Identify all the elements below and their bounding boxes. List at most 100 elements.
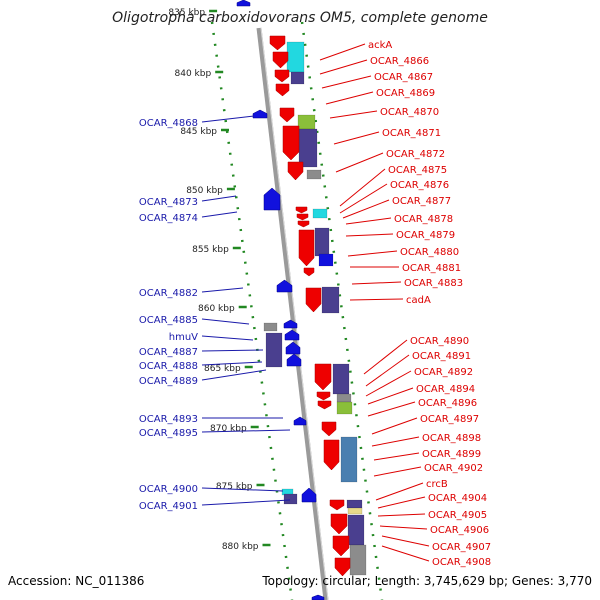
right-gene-label: OCAR_4906 bbox=[430, 525, 489, 536]
plus-strand-gene bbox=[275, 83, 290, 97]
orf-block bbox=[318, 253, 334, 267]
right-gene-label: OCAR_4904 bbox=[428, 493, 487, 504]
plus-strand-gene bbox=[317, 400, 332, 410]
right-leader-line bbox=[367, 387, 414, 405]
right-leader-line bbox=[335, 152, 384, 173]
right-leader-line bbox=[347, 250, 398, 257]
minus-strand-gene bbox=[293, 416, 307, 426]
right-gene-label: OCAR_4871 bbox=[382, 128, 441, 139]
left-gene-label: OCAR_4874 bbox=[139, 213, 198, 224]
left-leader-line bbox=[201, 349, 264, 352]
left-gene-label: OCAR_4900 bbox=[139, 484, 198, 495]
left-leader-line bbox=[201, 115, 255, 123]
genome-backbone-highlight bbox=[260, 27, 329, 600]
right-gene-label: OCAR_4902 bbox=[424, 463, 483, 474]
left-gene-label: OCAR_4873 bbox=[139, 197, 198, 208]
scale-tick-label: 880 kbp bbox=[222, 542, 259, 552]
left-gene-label: OCAR_4868 bbox=[139, 118, 198, 129]
scale-tick-label: 850 kbp bbox=[186, 186, 223, 196]
scale-tick-label: 865 kbp bbox=[204, 364, 241, 374]
right-leader-line bbox=[349, 298, 404, 301]
right-leader-line bbox=[377, 513, 426, 517]
right-gene-label: OCAR_4880 bbox=[400, 247, 459, 258]
orf-block bbox=[349, 544, 367, 576]
orf-block bbox=[290, 71, 305, 85]
right-gene-label: OCAR_4908 bbox=[432, 557, 491, 568]
right-leader-line bbox=[329, 110, 378, 119]
orf-block bbox=[314, 227, 330, 257]
right-leader-line bbox=[321, 75, 372, 89]
right-gene-label: OCAR_4877 bbox=[392, 196, 451, 207]
orf-block bbox=[347, 507, 363, 515]
minus-strand-gene bbox=[311, 594, 325, 600]
left-leader-line bbox=[201, 318, 250, 325]
minus-strand-gene bbox=[285, 341, 301, 355]
orf-block bbox=[312, 208, 328, 219]
left-gene-label: OCAR_4889 bbox=[139, 376, 198, 387]
plus-strand-gene bbox=[274, 69, 290, 83]
right-gene-label: OCAR_4881 bbox=[402, 263, 461, 274]
minus-strand-gene bbox=[263, 187, 281, 211]
right-leader-line bbox=[345, 217, 392, 225]
orf-block bbox=[340, 436, 358, 483]
plus-strand-gene bbox=[272, 51, 289, 69]
scale-tick-label: 845 kbp bbox=[180, 127, 217, 137]
right-leader-line bbox=[381, 535, 430, 547]
left-gene-label: OCAR_4887 bbox=[139, 347, 198, 358]
right-leader-line bbox=[375, 482, 424, 501]
left-leader-line bbox=[201, 499, 291, 506]
left-leader-line bbox=[201, 335, 254, 341]
right-leader-line bbox=[381, 545, 430, 562]
scale-tick-label: 835 kbp bbox=[168, 8, 205, 18]
right-leader-line bbox=[339, 183, 388, 214]
plus-strand-gene bbox=[303, 267, 315, 277]
left-leader-line bbox=[201, 195, 237, 202]
plus-strand-gene bbox=[323, 439, 340, 471]
plus-strand-gene bbox=[316, 391, 331, 401]
genome-backbone bbox=[256, 27, 329, 600]
orf-block bbox=[263, 322, 278, 332]
plus-strand-gene bbox=[296, 213, 309, 221]
right-gene-label: OCAR_4879 bbox=[396, 230, 455, 241]
orf-block bbox=[286, 41, 305, 73]
right-gene-label: OCAR_4894 bbox=[416, 384, 475, 395]
left-gene-label: hmuV bbox=[169, 332, 198, 343]
right-gene-label: OCAR_4898 bbox=[422, 433, 481, 444]
right-gene-label: OCAR_4905 bbox=[428, 510, 487, 521]
orf-block bbox=[346, 499, 363, 509]
right-leader-line bbox=[339, 168, 386, 207]
right-leader-line bbox=[367, 401, 416, 417]
genome-summary-text: Topology: circular; Length: 3,745,629 bp… bbox=[262, 574, 592, 588]
right-leader-line bbox=[373, 466, 422, 477]
right-gene-label: OCAR_4899 bbox=[422, 449, 481, 460]
minus-strand-gene bbox=[252, 109, 268, 119]
plus-strand-gene bbox=[295, 206, 308, 214]
orf-block bbox=[347, 514, 365, 546]
orf-block bbox=[283, 493, 298, 505]
right-gene-label: OCAR_4866 bbox=[370, 56, 429, 67]
right-gene-label: cadA bbox=[406, 295, 431, 306]
scale-tick-label: 870 kbp bbox=[210, 424, 247, 434]
right-leader-line bbox=[371, 417, 418, 435]
orf-block bbox=[336, 401, 353, 415]
scale-tick-label: 860 kbp bbox=[198, 304, 235, 314]
orf-block bbox=[336, 393, 352, 403]
left-gene-label: OCAR_4888 bbox=[139, 361, 198, 372]
orf-block bbox=[332, 363, 350, 395]
orf-block bbox=[321, 286, 340, 314]
right-gene-label: OCAR_4883 bbox=[404, 278, 463, 289]
right-leader-line bbox=[365, 354, 410, 387]
plus-strand-gene bbox=[297, 220, 310, 228]
right-leader-line bbox=[363, 339, 408, 375]
orf-block bbox=[306, 169, 322, 180]
scale-tick-label: 855 kbp bbox=[192, 245, 229, 255]
plus-strand-gene bbox=[330, 513, 348, 535]
minus-strand-gene bbox=[301, 487, 317, 503]
right-gene-label: crcB bbox=[426, 479, 448, 490]
plus-strand-gene bbox=[332, 535, 350, 557]
right-gene-label: OCAR_4896 bbox=[418, 398, 477, 409]
right-gene-label: OCAR_4907 bbox=[432, 542, 491, 553]
right-gene-label: OCAR_4890 bbox=[410, 336, 469, 347]
right-leader-line bbox=[377, 496, 426, 509]
plus-strand-gene bbox=[298, 229, 315, 267]
